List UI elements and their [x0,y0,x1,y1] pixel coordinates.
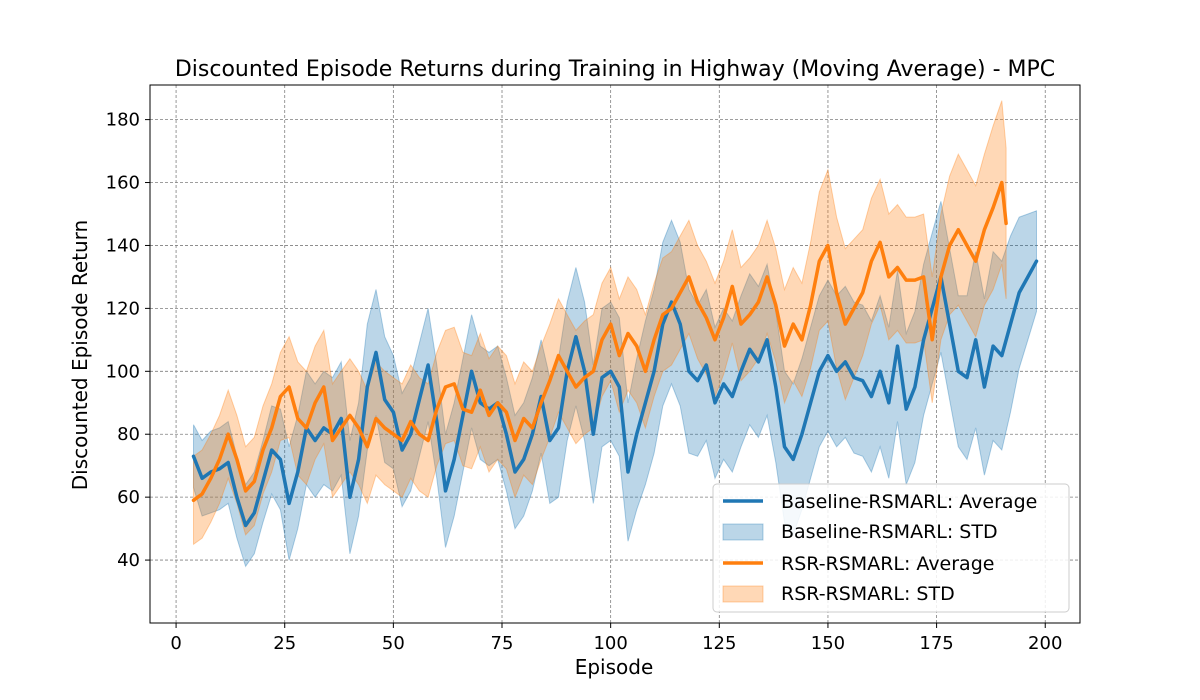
y-tick-label: 180 [106,110,140,131]
x-tick-label: 50 [382,633,405,654]
std-band-0 [193,201,1037,568]
legend-label-rsr-average: RSR-RSMARL: Average [781,553,994,575]
legend-label-baseline-average: Baseline-RSMARL: Average [781,491,1037,513]
chart-title: Discounted Episode Returns during Traini… [175,57,1055,82]
y-tick-label: 160 [106,173,140,194]
x-tick-label: 75 [491,633,514,654]
y-axis-label: Discounted Episode Return [68,220,92,490]
x-axis-label: Episode [575,655,654,679]
legend-swatch-baseline-std [722,523,764,541]
average-lines [191,180,1039,528]
legend-swatch-rsr-std [722,585,764,603]
legend-label-rsr-std: RSR-RSMARL: STD [781,583,955,605]
y-tick-label: 140 [106,235,140,256]
x-tick-label: 25 [273,633,296,654]
y-tick-label: 80 [117,424,140,445]
average-line-0 [191,259,1039,528]
axes [149,84,1081,624]
legend-label-baseline-std: Baseline-RSMARL: STD [781,521,998,543]
x-tick-label: 200 [1028,633,1062,654]
legend: Baseline-RSMARL: Average Baseline-RSMARL… [712,483,1070,613]
x-tick-label: 125 [702,633,736,654]
plot-frame [149,84,1081,624]
average-line-1 [191,180,1008,503]
legend-box [712,483,1070,613]
y-tick-label: 40 [117,550,140,571]
tick-labels: 0 25 50 75 100 125 150 175 200 40 60 80 100 120 140 160… [106,110,1063,654]
x-tick-label: 150 [811,633,845,654]
x-tick-label: 175 [919,633,953,654]
y-tick-label: 60 [117,487,140,508]
x-tick-label: 0 [170,633,181,654]
y-tick-label: 100 [106,361,140,382]
y-tick-label: 120 [106,298,140,319]
x-tick-label: 100 [593,633,627,654]
